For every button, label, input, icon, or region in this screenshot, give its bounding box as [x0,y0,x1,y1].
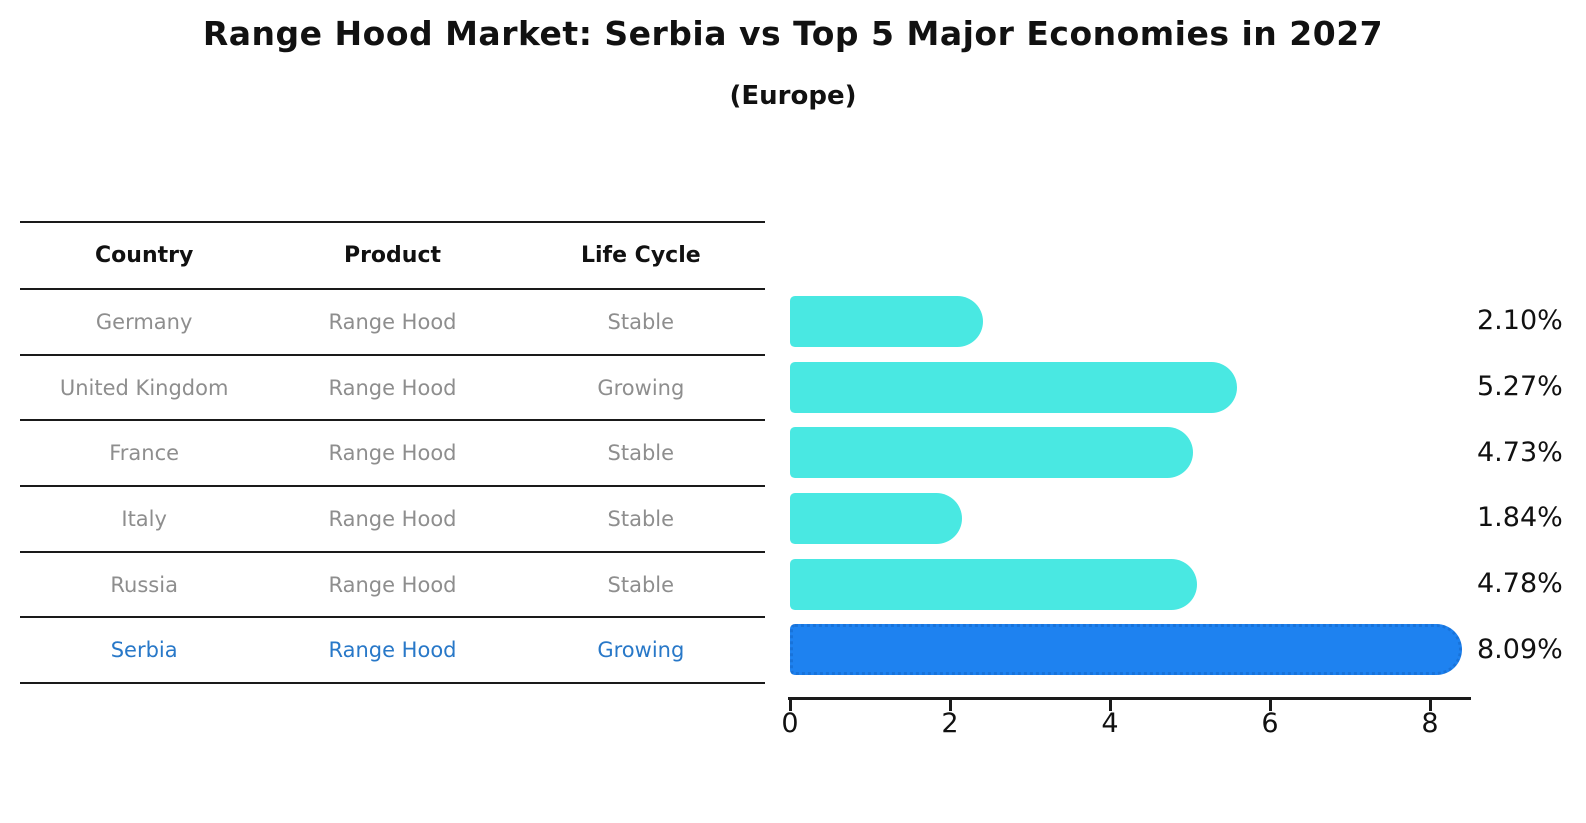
cell-product: Range Hood [328,375,457,400]
cell-country: Russia [110,572,178,597]
cell-country: United Kingdom [59,375,229,400]
bar-row [790,485,1470,551]
bar-row [790,354,1470,420]
x-axis-tick-label: 8 [1421,708,1439,739]
bar-serbia-highlighted [790,624,1463,676]
bar-france [790,427,1194,479]
cell-life-cycle: Stable [607,572,675,597]
table-row-united-kingdom: United Kingdom Range Hood Growing [20,356,765,422]
cell-life-cycle: Growing [597,375,685,400]
chart-subtitle: (Europe) [729,81,857,111]
table-row-serbia: Serbia Range Hood Growing [20,618,765,685]
cell-product: Range Hood [328,638,457,663]
cell-product: Range Hood [328,506,457,531]
cell-product: Range Hood [328,309,457,334]
bar-russia [790,558,1198,610]
bar-germany [790,296,983,347]
bar-united-kingdom [790,361,1237,413]
value-label-italy: 1.84% [1477,502,1563,534]
x-axis-tick-label: 2 [941,708,959,739]
x-axis-tick-labels: 0 2 4 6 8 [781,708,1470,742]
cell-country: Italy [121,506,167,531]
value-label-germany: 2.10% [1477,305,1563,337]
x-axis-tick-label: 6 [1261,708,1279,739]
value-label-serbia: 8.09% [1477,633,1563,665]
bar-row [790,616,1470,682]
bar-chart-area [790,288,1470,682]
x-axis-ticks [788,697,1470,711]
bar-row [790,551,1470,617]
value-labels: 2.10% 5.27% 4.73% 1.84% 4.78% 8.09% [1477,288,1582,682]
table-row-russia: Russia Range Hood Stable [20,553,765,619]
x-axis-tick-label: 4 [1101,708,1119,739]
table-row-france: France Range Hood Stable [20,421,765,488]
table-header-life-cycle: Life Cycle [580,243,701,268]
value-label-united-kingdom: 5.27% [1477,371,1563,403]
cell-life-cycle: Stable [607,309,675,334]
x-axis-tick [1428,700,1432,711]
x-axis-tick [1108,700,1112,711]
bar-italy [790,493,963,545]
x-axis-tick [788,700,792,711]
bar-row [790,288,1470,354]
cell-life-cycle: Stable [607,441,675,466]
chart-title: Range Hood Market: Serbia vs Top 5 Major… [202,14,1384,53]
table-row-italy: Italy Range Hood Stable [20,487,765,553]
country-table: Country Product Life Cycle Germany Range… [20,221,765,685]
cell-country: Germany [95,309,193,334]
value-label-russia: 4.78% [1477,568,1563,600]
x-axis-tick [1268,700,1272,711]
value-label-france: 4.73% [1477,436,1563,468]
table-header-row: Country Product Life Cycle [20,223,765,290]
table-row-germany: Germany Range Hood Stable [20,290,765,356]
table-header-country: Country [95,243,194,268]
x-axis-line [788,697,1471,700]
cell-life-cycle: Growing [597,638,685,663]
cell-country: France [109,441,180,466]
cell-country: Serbia [110,638,178,663]
bar-row [790,419,1470,485]
x-axis-tick-label: 0 [781,708,799,739]
table-header-product: Product [343,243,442,268]
cell-product: Range Hood [328,572,457,597]
x-axis-tick [948,700,952,711]
cell-life-cycle: Stable [607,506,675,531]
cell-product: Range Hood [328,441,457,466]
